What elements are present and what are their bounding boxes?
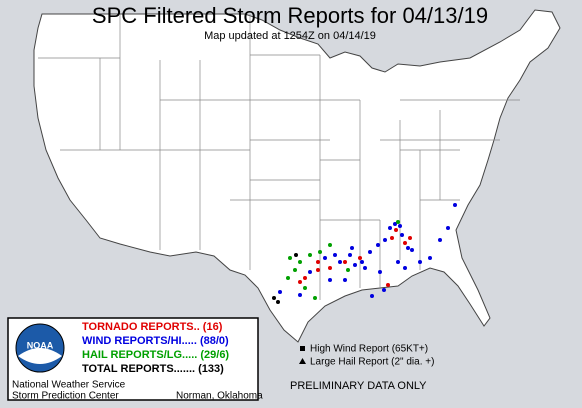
storm-report-dot (403, 266, 407, 270)
storm-report-dot (350, 246, 354, 250)
hail-key: Large Hail Report (2" dia. +) (310, 357, 434, 368)
storm-report-dot (346, 268, 350, 272)
agency-line1: National Weather Service (12, 380, 126, 391)
wind-key-icon (300, 346, 305, 351)
agency-location: Norman, Oklahoma (176, 391, 263, 402)
total-count: TOTAL REPORTS....... (133) (82, 363, 224, 375)
storm-reports (272, 203, 457, 304)
storm-report-dot (418, 260, 422, 264)
wind-count: WIND REPORTS/HI..... (88/0) (82, 335, 229, 347)
storm-report-dot (446, 226, 450, 230)
storm-report-dot (398, 224, 402, 228)
storm-report-dot (378, 270, 382, 274)
storm-report-dot (348, 253, 352, 257)
storm-report-dot (358, 256, 362, 260)
storm-report-dot (383, 238, 387, 242)
storm-report-dot (328, 243, 332, 247)
storm-report-dot (308, 253, 312, 257)
storm-report-dot (360, 260, 364, 264)
storm-report-dot (316, 268, 320, 272)
storm-report-dot (288, 256, 292, 260)
storm-report-dot (293, 268, 297, 272)
wind-key: High Wind Report (65KT+) (310, 344, 428, 355)
storm-report-dot (313, 296, 317, 300)
hail-key-icon (299, 358, 306, 364)
storm-report-dot (403, 241, 407, 245)
storm-report-dot (394, 228, 398, 232)
storm-report-dot (276, 300, 280, 304)
storm-report-dot (343, 260, 347, 264)
storm-report-dot (408, 236, 412, 240)
storm-report-dot (278, 290, 282, 294)
state-lines (38, 14, 520, 300)
storm-report-dot (428, 256, 432, 260)
storm-report-dot (410, 248, 414, 252)
tornado-count: TORNADO REPORTS.. (16) (82, 321, 223, 333)
storm-report-dot (318, 250, 322, 254)
storm-report-dot (376, 243, 380, 247)
storm-report-dot (316, 260, 320, 264)
storm-report-dot (294, 253, 298, 257)
agency-line2: Storm Prediction Center (12, 391, 119, 402)
storm-report-dot (396, 220, 400, 224)
storm-report-dot (333, 253, 337, 257)
storm-report-dot (438, 238, 442, 242)
storm-report-dot (400, 233, 404, 237)
logo-wave (18, 348, 62, 364)
storm-report-dot (453, 203, 457, 207)
storm-report-dot (382, 288, 386, 292)
storm-report-dot (323, 256, 327, 260)
logo-text: NOAA (27, 340, 54, 350)
storm-report-dot (303, 286, 307, 290)
notice: PRELIMINARY DATA ONLY (290, 380, 427, 392)
hail-count: HAIL REPORTS/LG..... (29/6) (82, 349, 229, 361)
storm-report-dot (396, 260, 400, 264)
storm-report-dot (368, 250, 372, 254)
storm-report-dot (328, 278, 332, 282)
storm-report-dot (370, 294, 374, 298)
storm-report-dot (308, 270, 312, 274)
storm-report-dot (298, 260, 302, 264)
storm-report-dot (386, 283, 390, 287)
storm-report-dot (298, 280, 302, 284)
storm-report-dot (272, 296, 276, 300)
storm-report-dot (388, 226, 392, 230)
storm-report-dot (343, 278, 347, 282)
storm-report-dot (298, 293, 302, 297)
storm-report-dot (363, 266, 367, 270)
title: SPC Filtered Storm Reports for 04/13/19 (92, 3, 488, 28)
storm-report-dot (390, 236, 394, 240)
storm-report-dot (393, 222, 397, 226)
storm-report-dot (353, 263, 357, 267)
storm-report-dot (328, 266, 332, 270)
storm-report-dot (338, 260, 342, 264)
storm-report-dot (303, 276, 307, 280)
storm-report-dot (406, 246, 410, 250)
storm-report-dot (286, 276, 290, 280)
subtitle: Map updated at 1254Z on 04/14/19 (204, 30, 376, 42)
